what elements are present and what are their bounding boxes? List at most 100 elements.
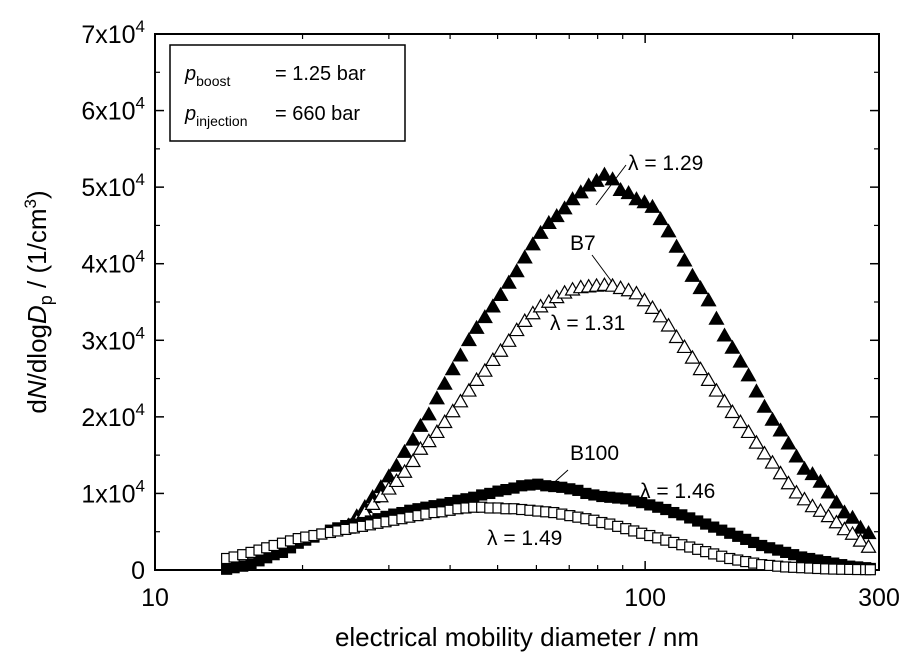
data-point (772, 422, 789, 437)
data-point (388, 472, 405, 488)
legend-box: pboost = 1.25 bar pinjection = 660 bar (169, 44, 406, 142)
data-point (860, 538, 877, 553)
data-point (612, 181, 629, 197)
data-point (764, 454, 781, 469)
axis-ticks: 0 1x104 2x104 3x104 4x104 5x104 6x104 7x104 10 10… (81, 17, 900, 612)
data-point (716, 327, 733, 342)
y-tick-label: 0 (131, 557, 145, 585)
data-point (428, 390, 445, 405)
data-point (836, 504, 853, 519)
data-point (732, 414, 749, 429)
data-point (780, 475, 797, 490)
legend-boost-value: = 1.25 bar (275, 63, 366, 85)
y-label-close: ) (22, 190, 52, 199)
data-point (452, 347, 469, 362)
data-point (668, 329, 685, 344)
data-point (668, 238, 685, 253)
data-point (676, 338, 693, 354)
y-label-prefix: d (22, 399, 52, 413)
data-point (860, 525, 877, 540)
y-tick-label: 4x104 (81, 247, 145, 279)
legend-injection-symbol: p (184, 103, 196, 125)
data-point (460, 332, 477, 347)
data-point (420, 433, 437, 448)
y-tick-label: 3x104 (81, 323, 145, 355)
data-point (508, 263, 525, 278)
data-point (652, 211, 669, 226)
leader-lambda-129 (595, 164, 627, 206)
data-point (484, 351, 501, 367)
y-label-sub: p (36, 295, 56, 305)
data-point (692, 280, 709, 295)
series-triangle-filled (340, 166, 877, 540)
data-point (492, 286, 509, 301)
legend-row-boost: pboost (184, 63, 230, 89)
x-tick-label: 10 (141, 584, 169, 612)
y-tick-label: 7x104 (81, 17, 145, 49)
data-point (420, 406, 437, 421)
legend-boost-symbol: p (184, 63, 196, 85)
annotation-b7: B7 (570, 232, 596, 255)
data-point (556, 200, 573, 215)
data-point (844, 509, 861, 524)
legend-injection-sub: injection (196, 113, 247, 129)
data-point (684, 349, 701, 364)
data-point (436, 375, 453, 390)
data-point (404, 453, 422, 468)
y-label-d: D (22, 305, 52, 324)
data-point (468, 371, 485, 386)
y-axis-label: dN/dlogDp / (1/cm3) (21, 190, 56, 413)
data-point (516, 249, 533, 264)
data-point (700, 292, 717, 307)
data-point (372, 488, 389, 503)
data-point (460, 382, 477, 397)
data-point (412, 440, 429, 455)
data-marks (221, 166, 877, 576)
data-point (524, 236, 541, 251)
data-point (660, 223, 677, 238)
data-point (364, 495, 381, 510)
y-tick-label: 5x104 (81, 170, 145, 202)
y-label-sup: 3 (21, 199, 40, 208)
data-point (636, 194, 653, 209)
data-point (796, 491, 813, 506)
leader-b7 (591, 254, 613, 283)
data-point (396, 443, 413, 458)
y-tick-label: 2x104 (81, 400, 145, 432)
leader-b100 (547, 469, 569, 489)
data-point (708, 382, 725, 397)
data-point (732, 353, 749, 368)
data-point (812, 502, 829, 517)
data-point (820, 484, 837, 499)
data-point (444, 361, 461, 376)
data-point (772, 465, 789, 480)
data-point (388, 457, 405, 472)
x-tick-label: 300 (858, 584, 900, 612)
annotation-lambda-146: λ = 1.46 (640, 480, 715, 503)
data-point (748, 434, 765, 449)
x-axis-label: electrical mobility diameter / nm (335, 622, 699, 652)
y-label-suffix: / (1/cm (22, 209, 52, 296)
data-point (532, 224, 549, 239)
data-point (644, 198, 661, 213)
data-point (572, 184, 589, 199)
data-point (524, 305, 541, 320)
data-point (740, 423, 757, 439)
annotation-lambda-149: λ = 1.49 (487, 527, 562, 550)
data-point (852, 532, 869, 547)
data-point (748, 383, 765, 398)
data-point (380, 480, 397, 495)
data-point (500, 332, 517, 347)
data-point (484, 298, 501, 313)
data-point (804, 498, 821, 513)
y-label-mid: /dlog (22, 324, 52, 380)
data-point (476, 362, 493, 377)
data-point (724, 404, 741, 419)
data-point (756, 398, 773, 413)
data-point (620, 185, 637, 200)
data-point (444, 403, 461, 418)
data-point (788, 448, 805, 463)
series-triangle-open (340, 276, 877, 553)
data-point (756, 445, 773, 460)
